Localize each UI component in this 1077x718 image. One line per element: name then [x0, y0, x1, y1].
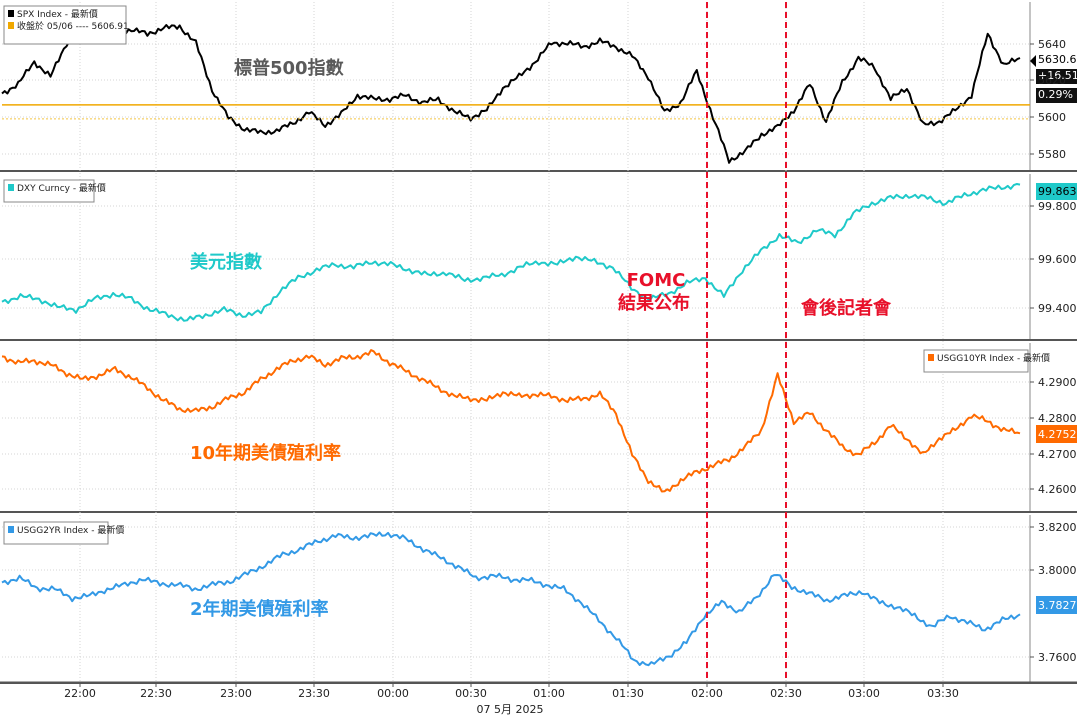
us10y-y-tick-label-3: 4.2600: [1038, 483, 1077, 496]
spx-change-pct: 0.29%: [1038, 88, 1073, 101]
x-tick-label-10: 03:00: [848, 687, 880, 700]
x-tick-label-0: 22:00: [64, 687, 96, 700]
spx-y-tick-label-0: 5640: [1038, 38, 1066, 51]
us10y-y-tick-label-1: 4.2800: [1038, 412, 1077, 425]
us2y-label: 2年期美債殖利率: [190, 598, 329, 620]
spx-legend-text-1: 收盤於 05/06 ---- 5606.91: [17, 20, 129, 32]
us10y-series-line: [1, 349, 1021, 493]
us2y-last-value-bg: [1036, 596, 1077, 614]
dxy-legend: DXY Curncy - 最新價: [3, 179, 106, 203]
us2y-legend-swatch-0: [8, 526, 14, 533]
us2y-y-tick-label-0: 3.8200: [1038, 521, 1077, 534]
dxy-y-tick-label-0: 99.800: [1038, 200, 1077, 213]
x-tick-label-1: 22:30: [140, 687, 172, 700]
spx-change-pct-bg: [1036, 88, 1077, 103]
x-tick-label-6: 01:00: [533, 687, 565, 700]
spx-last-pointer: [1030, 55, 1036, 67]
dxy-panel: [0, 174, 1077, 339]
dxy-last-value: 99.863: [1038, 185, 1077, 198]
us2y-legend-frame: [3, 521, 109, 545]
spx-y-tick-label-1: 5620: [1038, 74, 1066, 87]
dxy-y-tick-label-1: 99.600: [1038, 253, 1077, 266]
dxy-legend-frame: [3, 179, 95, 203]
x-tick-label-8: 02:00: [691, 687, 723, 700]
us10y-y-tick-label-0: 4.2900: [1038, 376, 1077, 389]
dxy-legend-text-0: DXY Curncy - 最新價: [17, 182, 106, 194]
x-date-label: 07 5月 2025: [477, 703, 544, 716]
spx-change: +16.51: [1038, 69, 1077, 82]
us10y-last-value-bg: [1036, 425, 1077, 443]
spx-panel: [0, 2, 1077, 170]
x-tick-label-7: 01:30: [612, 687, 644, 700]
spx-legend-text-0: SPX Index - 最新價: [17, 8, 98, 20]
spx-legend-frame: [3, 5, 127, 45]
fomc-annotation-line-1: FOMC: [627, 270, 686, 291]
us2y-legend-text-0: USGG2YR Index - 最新價: [17, 524, 124, 536]
spx-y-tick-label-2: 5600: [1038, 111, 1066, 124]
us10y-legend-frame: [923, 349, 1029, 373]
us10y-legend-text-0: USGG10YR Index - 最新價: [937, 352, 1050, 364]
us2y-y-tick-label-2: 3.7600: [1038, 651, 1077, 664]
spx-label: 標普500指數: [234, 57, 344, 79]
spx-last-value-bg: [1036, 53, 1077, 68]
us10y-legend: USGG10YR Index - 最新價: [923, 349, 1050, 373]
us2y-series-line: [1, 531, 1021, 667]
us2y-y-tick-label-1: 3.8000: [1038, 564, 1077, 577]
dxy-series-line: [1, 183, 1021, 322]
dxy-last-value-bg: [1036, 183, 1077, 200]
us10y-legend-swatch-0: [928, 354, 934, 361]
spx-y-tick-label-3: 5580: [1038, 148, 1066, 161]
spx-series-line: [1, 24, 1021, 164]
presser-annotation: 會後記者會: [801, 297, 892, 319]
x-tick-label-5: 00:30: [455, 687, 487, 700]
spx-legend-swatch-0: [8, 10, 14, 17]
us10y-last-value: 4.2752: [1038, 428, 1077, 441]
x-tick-label-4: 00:00: [377, 687, 409, 700]
dxy-label: 美元指數: [190, 251, 262, 273]
x-tick-label-2: 23:00: [220, 687, 252, 700]
us10y-panel: [0, 343, 1077, 511]
dxy-legend-swatch-0: [8, 184, 14, 191]
us2y-legend: USGG2YR Index - 最新價: [3, 521, 124, 545]
spx-legend-swatch-1: [8, 22, 14, 29]
spx-change-bg: [1036, 69, 1077, 84]
spx-last-value: 5630.69: [1038, 53, 1077, 66]
us10y-label: 10年期美債殖利率: [190, 442, 341, 464]
us2y-last-value: 3.7827: [1038, 599, 1077, 612]
x-tick-label-11: 03:30: [927, 687, 959, 700]
us2y-panel: [0, 515, 1077, 682]
x-tick-label-3: 23:30: [298, 687, 330, 700]
x-tick-label-9: 02:30: [770, 687, 802, 700]
dxy-y-tick-label-2: 99.400: [1038, 302, 1077, 315]
us10y-y-tick-label-2: 4.2700: [1038, 448, 1077, 461]
fomc-annotation-line-2: 結果公布: [618, 292, 690, 314]
